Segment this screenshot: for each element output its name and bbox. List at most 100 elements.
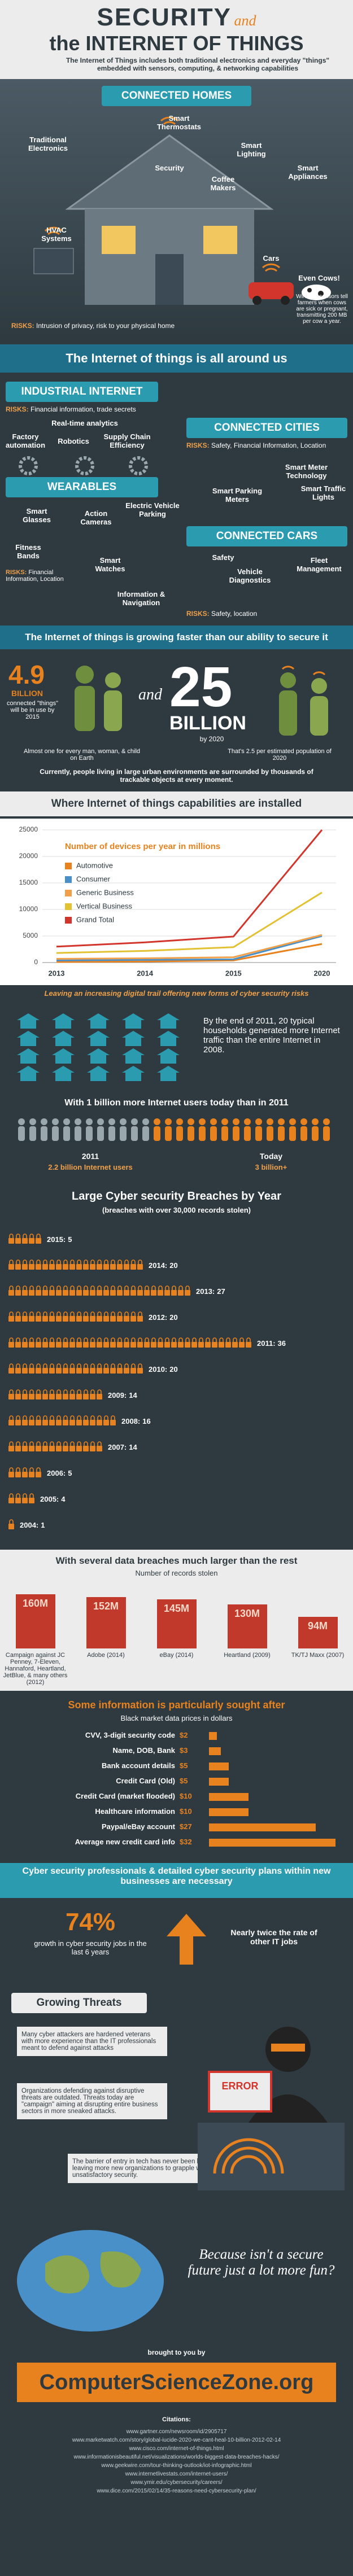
lock-icon xyxy=(131,1285,136,1290)
house-icon xyxy=(125,1020,141,1029)
category-label: CVV, 3-digit security code xyxy=(85,1731,175,1739)
people-illustration xyxy=(75,666,122,731)
legend-swatch xyxy=(65,917,72,924)
lock-icon xyxy=(104,1259,108,1264)
lock-icon xyxy=(226,1337,230,1342)
lock-icon xyxy=(97,1259,102,1264)
lock-icon xyxy=(50,1285,54,1290)
lock-icon xyxy=(111,1259,115,1264)
title: and xyxy=(234,12,256,29)
lock-icon xyxy=(206,1337,210,1342)
lock-icon xyxy=(69,1264,75,1270)
stat-text: Nearly twice the rate of other IT jobs xyxy=(230,1928,317,1946)
lock-icon xyxy=(56,1311,61,1316)
lock-icon xyxy=(29,1337,34,1342)
house-icon xyxy=(157,1066,180,1073)
lock-icon xyxy=(178,1290,184,1296)
lock-icon xyxy=(131,1311,136,1316)
person-icon xyxy=(176,1118,183,1125)
risks: RISKS: Intrusion of privacy, risk to you… xyxy=(11,322,282,330)
lock-icon xyxy=(137,1316,143,1322)
row-year: 2013: xyxy=(196,1287,215,1296)
lock-icon xyxy=(56,1290,62,1296)
lock-icon xyxy=(178,1337,183,1342)
house-icon xyxy=(122,1066,145,1073)
item-label: Fleet Management xyxy=(297,556,342,573)
item-label: HVAC Systems xyxy=(41,226,72,243)
item-label: Security xyxy=(155,164,184,172)
lock-icon xyxy=(151,1342,156,1348)
person-icon xyxy=(18,1118,25,1125)
category-label: eBay (2014) xyxy=(159,1652,194,1659)
lock-icon xyxy=(8,1290,14,1296)
lock-icon xyxy=(49,1446,55,1451)
lock-icon xyxy=(36,1311,41,1316)
lock-icon xyxy=(29,1446,34,1451)
lock-icon xyxy=(117,1337,122,1342)
lock-icon xyxy=(63,1264,68,1270)
lock-icon xyxy=(8,1316,14,1322)
series-line xyxy=(56,935,323,961)
title: SECURITY xyxy=(97,3,232,31)
lock-icon xyxy=(29,1234,34,1238)
lock-icon xyxy=(124,1363,129,1368)
row-value: 1 xyxy=(41,1521,45,1529)
risks-label: RISKS: xyxy=(186,441,210,449)
bar xyxy=(209,1732,217,1740)
lock-icon xyxy=(56,1259,61,1264)
house-icon xyxy=(125,1038,141,1046)
lock-icon xyxy=(36,1238,41,1244)
lock-icon xyxy=(178,1342,184,1348)
lock-icon xyxy=(97,1363,102,1368)
person-icon xyxy=(244,1118,251,1125)
row-year: 2012: xyxy=(149,1313,167,1322)
y-tick-label: 15000 xyxy=(19,878,38,886)
lock-icon xyxy=(63,1368,68,1374)
lock-row xyxy=(8,1337,251,1348)
lock-icon xyxy=(50,1337,54,1342)
lock-icon xyxy=(164,1342,170,1348)
bar xyxy=(209,1762,229,1770)
chart-title: Large Cyber security Breaches by Year xyxy=(72,1190,281,1202)
lock-icon xyxy=(63,1363,68,1368)
lock-icon xyxy=(15,1420,21,1425)
lock-icon xyxy=(90,1394,95,1399)
lock-row xyxy=(8,1493,34,1503)
house-icon xyxy=(17,1031,40,1038)
lock-icon xyxy=(56,1285,61,1290)
value-label: $10 xyxy=(180,1792,192,1800)
lock-icon xyxy=(42,1420,48,1425)
person-icon xyxy=(41,1126,47,1141)
chart-subtitle: Number of records stolen xyxy=(135,1569,218,1577)
bar xyxy=(298,1616,338,1648)
lock-icon xyxy=(22,1498,28,1503)
lock-row xyxy=(8,1285,190,1296)
lock-icon xyxy=(158,1337,163,1342)
person-icon xyxy=(312,1126,319,1141)
person-icon xyxy=(289,1118,296,1125)
lock-icon xyxy=(124,1259,129,1264)
person-icon xyxy=(221,1126,228,1141)
house-icon xyxy=(52,1013,75,1020)
lock-icon xyxy=(8,1394,14,1399)
lock-icon xyxy=(172,1337,176,1342)
lock-icon xyxy=(90,1259,95,1264)
lock-icon xyxy=(137,1368,143,1374)
legend-swatch xyxy=(65,903,72,910)
category-label: Average new credit card info xyxy=(75,1838,175,1846)
person-icon xyxy=(18,1126,25,1141)
person-icon xyxy=(300,1126,307,1141)
house-icon xyxy=(160,1038,176,1046)
person-icon xyxy=(29,1126,36,1141)
chart-subtitle: Black market data prices in dollars xyxy=(120,1714,233,1722)
lock-icon xyxy=(8,1368,14,1374)
item-label: Robotics xyxy=(58,437,89,445)
lock-icon xyxy=(130,1316,136,1322)
category-label: TK/TJ Maxx (2007) xyxy=(291,1652,345,1659)
y-tick-label: 20000 xyxy=(19,852,38,860)
lock-row xyxy=(8,1467,41,1477)
lock-icon xyxy=(124,1316,129,1322)
row-label: 2007: 14 xyxy=(108,1443,137,1451)
credit-label: brought to you by xyxy=(147,2348,206,2356)
lock-icon xyxy=(76,1394,82,1399)
